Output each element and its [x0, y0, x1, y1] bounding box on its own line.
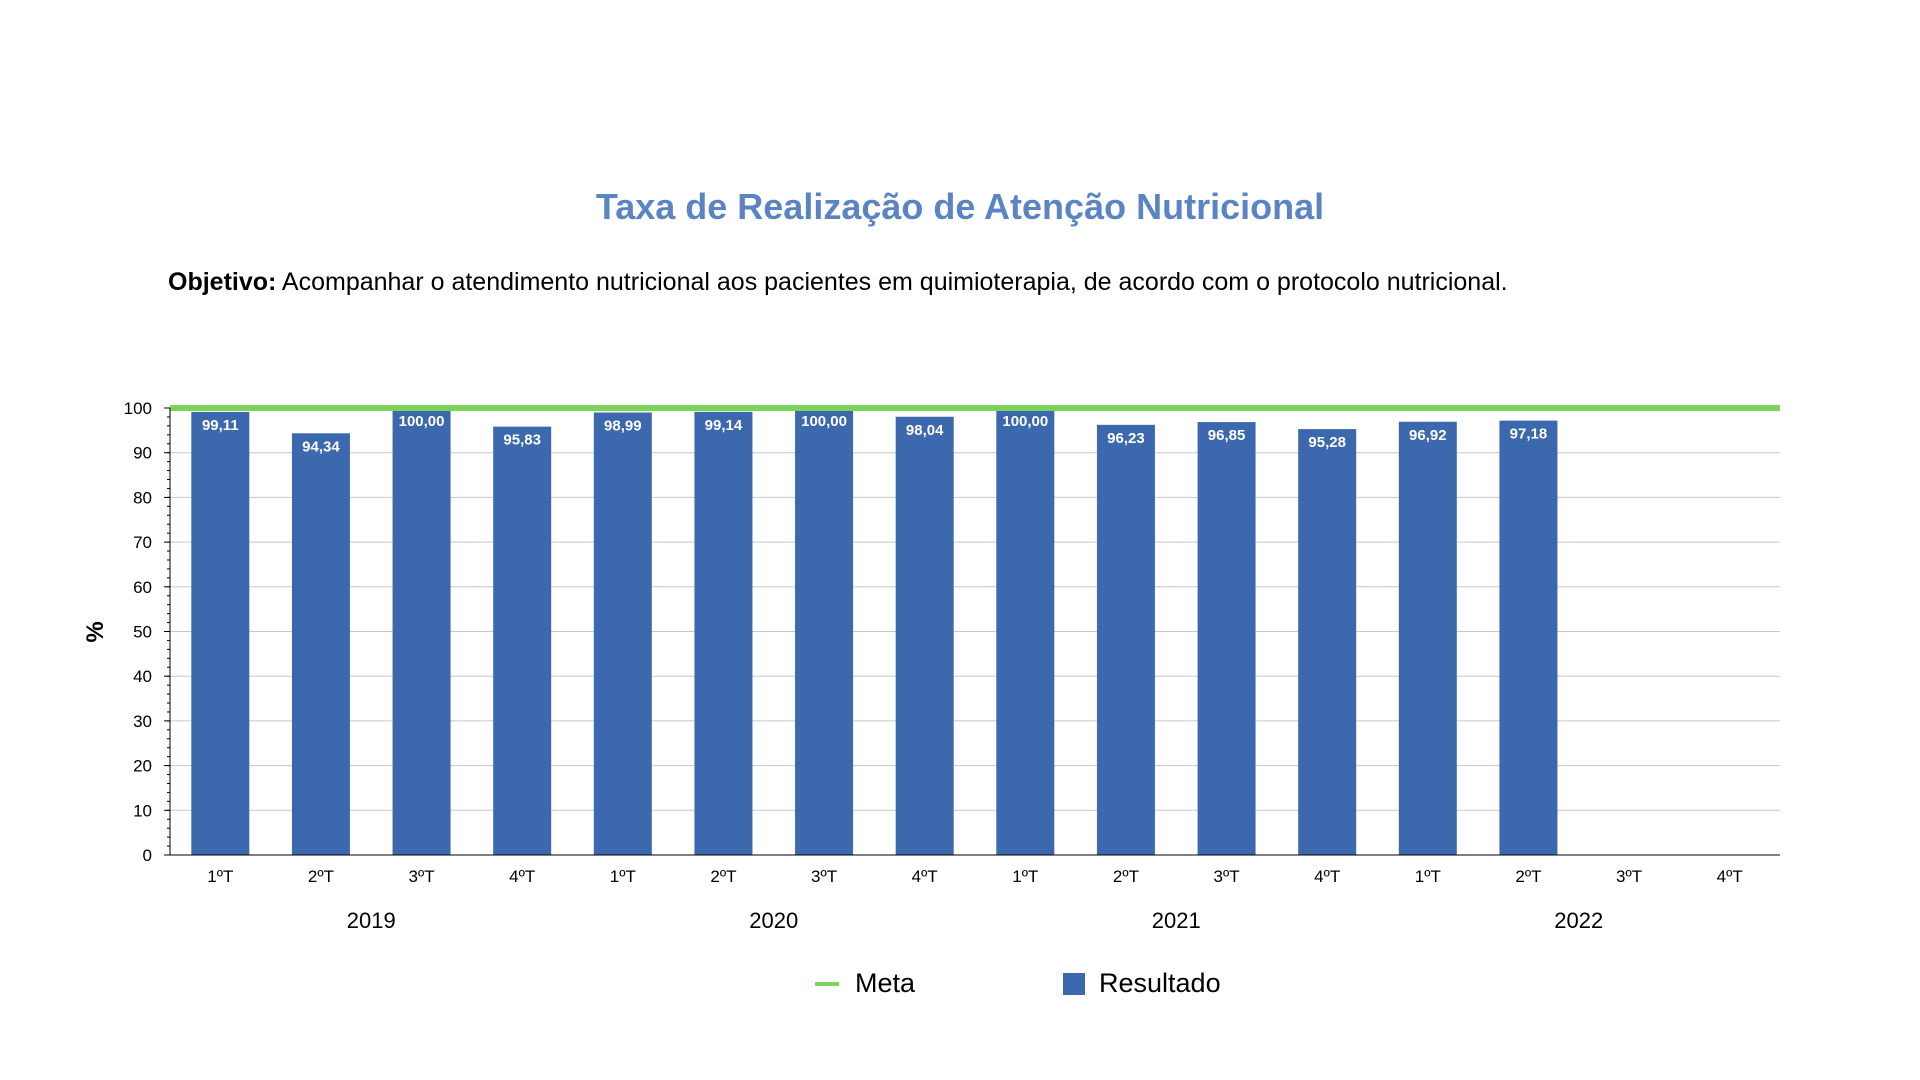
y-tick-label: 30	[133, 712, 152, 731]
legend-resultado-label: Resultado	[1099, 968, 1221, 998]
bar	[291, 433, 350, 855]
y-tick-label: 50	[133, 623, 152, 642]
x-tick-label: 3ºT	[409, 867, 435, 886]
y-tick-label: 100	[124, 399, 152, 418]
bar	[191, 411, 250, 855]
bar-data-label: 96,85	[1208, 427, 1246, 444]
bar	[996, 408, 1055, 855]
y-tick-label: 90	[133, 444, 152, 463]
chart-title: Taxa de Realização de Atenção Nutriciona…	[595, 186, 1325, 227]
objective-label: Objetivo:	[168, 268, 277, 296]
bar-data-label: 100,00	[399, 413, 445, 430]
x-tick-label: 1ºT	[1012, 867, 1038, 886]
x-tick-label: 1ºT	[610, 867, 636, 886]
bar-data-label: 99,14	[705, 417, 743, 434]
x-tick-label: 4ºT	[1314, 867, 1340, 886]
x-tick-label: 3ºT	[811, 867, 837, 886]
y-tick-label: 20	[133, 757, 152, 776]
bar	[895, 416, 954, 855]
bar	[593, 412, 652, 855]
y-tick-label: 70	[133, 533, 152, 552]
legend-item-resultado: Resultado	[1063, 968, 1221, 999]
x-tick-label: 3ºT	[1214, 867, 1240, 886]
bar	[1197, 422, 1256, 855]
y-tick-label: 80	[133, 488, 152, 507]
bar	[1298, 429, 1357, 855]
x-tick-label: 4ºT	[912, 867, 938, 886]
x-tick-label: 3ºT	[1616, 867, 1642, 886]
y-axis-title: %	[82, 621, 109, 642]
bar	[1499, 420, 1558, 855]
data-labels: 99,11 94,34 100,00 95,83 98,99 99,14 100,00 98,…	[202, 413, 1547, 455]
bar-data-label: 100,00	[1002, 413, 1048, 430]
objective-description: Acompanhar o atendimento nutricional aos…	[276, 268, 1508, 296]
bar-data-label: 95,83	[503, 432, 541, 449]
x-tick-label: 2ºT	[710, 867, 736, 886]
x-group-label: 2019	[347, 908, 396, 933]
bar-data-label: 96,92	[1409, 427, 1447, 444]
bar-data-label: 95,28	[1308, 434, 1346, 451]
bar-data-label: 96,23	[1107, 430, 1145, 447]
x-tick-label: 2ºT	[308, 867, 334, 886]
bar	[795, 408, 854, 855]
x-tick-label: 1ºT	[207, 867, 233, 886]
objective-text: Objetivo: Acompanhar o atendimento nutri…	[168, 268, 1508, 297]
x-group-label: 2021	[1152, 908, 1201, 933]
y-tick-label: 10	[133, 801, 152, 820]
x-group-label: 2022	[1554, 908, 1603, 933]
x-tick-label: 4ºT	[509, 867, 535, 886]
bar	[392, 408, 451, 855]
x-tick-label: 1ºT	[1415, 867, 1441, 886]
bar	[1096, 424, 1155, 855]
x-tick-label: 2ºT	[1113, 867, 1139, 886]
x-tick-label: 4ºT	[1717, 867, 1743, 886]
x-tick-label: 2ºT	[1515, 867, 1541, 886]
x-group-label: 2020	[749, 908, 798, 933]
bar	[1398, 421, 1457, 855]
axes: 0 10 20 30 40 50 60 70 80 90 100 1ºT 2ºT 3ºT 4ºT 1ºT 2ºT…	[124, 399, 1780, 933]
bar-data-label: 99,11	[202, 417, 239, 434]
legend-item-meta: Meta	[815, 968, 915, 999]
bar-data-label: 98,04	[906, 422, 944, 439]
bar-data-label: 98,99	[604, 418, 642, 435]
legend-resultado-swatch	[1063, 972, 1085, 995]
bars	[191, 408, 1558, 855]
bar	[493, 426, 552, 855]
legend-meta-swatch	[815, 981, 839, 986]
y-tick-label: 60	[133, 578, 152, 597]
y-tick-label: 40	[133, 667, 152, 686]
bar-data-label: 97,18	[1510, 426, 1548, 443]
y-tick-label: 0	[143, 846, 152, 865]
legend-meta-label: Meta	[855, 968, 916, 998]
bar-data-label: 94,34	[302, 438, 340, 455]
bar-data-label: 100,00	[801, 413, 847, 430]
bar	[694, 411, 753, 855]
